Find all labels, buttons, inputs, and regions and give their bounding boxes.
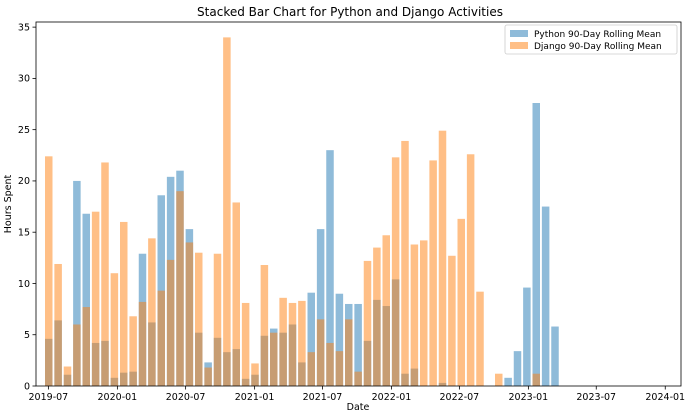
django-bar	[401, 140, 409, 386]
python-bar	[82, 213, 90, 386]
django-bar	[232, 202, 240, 386]
x-tick-label: 2022-01	[372, 392, 412, 403]
python-bar	[513, 351, 522, 386]
x-tick-label: 2019-07	[29, 392, 69, 403]
django-bar	[288, 302, 297, 386]
python-bar	[541, 206, 550, 386]
django-bar	[382, 235, 390, 386]
django-bar	[476, 291, 484, 386]
y-tick-label: 35	[18, 22, 30, 33]
django-bar	[354, 371, 362, 386]
django-bar	[316, 319, 325, 386]
django-bar	[241, 302, 250, 386]
django-bar	[129, 316, 137, 386]
y-tick-label: 10	[18, 279, 30, 290]
django-bar	[204, 367, 212, 386]
django-bar	[82, 307, 90, 386]
legend-label-django: Django 90-Day Rolling Mean	[534, 42, 662, 52]
django-bar	[326, 342, 334, 386]
django-bar	[438, 130, 447, 386]
x-tick-label: 2023-01	[509, 392, 549, 403]
django-bar	[185, 242, 194, 386]
django-bar	[391, 157, 400, 386]
y-axis-label: Hours Spent	[3, 174, 14, 233]
x-tick-label: 2021-07	[303, 392, 343, 403]
y-tick-label: 20	[18, 176, 30, 187]
django-bar	[138, 301, 147, 386]
django-bar	[45, 156, 53, 386]
legend-label-python: Python 90-Day Rolling Mean	[534, 30, 661, 40]
django-bar	[410, 244, 419, 386]
django-bar	[298, 300, 306, 386]
legend-box	[504, 24, 678, 55]
x-tick-label: 2024-01	[645, 392, 685, 403]
django-bar	[223, 37, 231, 386]
x-tick-label: 2023-07	[576, 392, 616, 403]
legend: Python 90-Day Rolling Mean Django 90-Day…	[504, 24, 678, 55]
python-bar	[307, 292, 315, 386]
python-bar	[532, 103, 540, 386]
y-tick-label: 0	[24, 381, 30, 392]
django-bar	[457, 218, 465, 386]
django-bar	[213, 253, 222, 386]
django-bar	[101, 162, 109, 386]
y-tick-label: 5	[24, 330, 30, 341]
plot-frame	[35, 21, 682, 387]
x-tick-label: 2022-07	[440, 392, 480, 403]
chart-title: Stacked Bar Chart for Python and Django …	[197, 5, 503, 19]
y-tick-label: 25	[18, 125, 30, 136]
django-bar	[420, 240, 428, 386]
django-bar	[270, 332, 278, 386]
django-bar	[532, 373, 540, 386]
django-bar	[110, 273, 119, 386]
x-tick-label: 2021-01	[235, 392, 275, 403]
y-axis: 0 5 10 15 20 25 30 35	[18, 22, 36, 392]
django-bar	[260, 265, 269, 386]
x-axis-label: Date	[347, 402, 370, 413]
django-bar	[120, 221, 128, 386]
python-bar	[73, 180, 81, 386]
django-bar	[335, 351, 344, 386]
python-bar	[504, 377, 512, 386]
python-bar	[354, 303, 362, 386]
django-bar	[307, 352, 315, 386]
x-tick-label: 2020-01	[98, 392, 138, 403]
django-bar	[166, 259, 175, 386]
django-bar	[73, 324, 81, 386]
django-bar	[363, 260, 372, 386]
python-bar	[551, 326, 559, 386]
django-bar	[429, 160, 437, 386]
python-bar	[335, 293, 344, 386]
django-bar	[345, 319, 353, 386]
x-tick-label: 2020-07	[166, 392, 206, 403]
y-tick-label: 30	[18, 74, 30, 85]
legend-swatch-python	[510, 30, 528, 37]
django-bar	[63, 366, 72, 386]
django-bar	[148, 238, 156, 386]
x-axis: 2019-07 2020-01 2020-07 2021-01 2021-07 2022-…	[29, 386, 685, 403]
django-bar	[54, 263, 62, 386]
django-bar	[195, 252, 203, 386]
django-bar	[279, 297, 287, 386]
python-bar	[316, 229, 325, 386]
django-bar	[466, 154, 475, 386]
python-bar	[326, 150, 334, 386]
django-bar	[251, 363, 259, 386]
django-bar	[373, 247, 381, 386]
django-bar	[157, 290, 165, 386]
django-bar	[91, 211, 100, 386]
django-bar	[176, 191, 184, 386]
django-bar	[495, 373, 503, 386]
python-bar	[523, 287, 531, 386]
y-tick-label: 15	[18, 227, 30, 238]
django-bar	[448, 255, 456, 386]
django-bars	[45, 37, 540, 386]
legend-swatch-django	[510, 42, 528, 49]
